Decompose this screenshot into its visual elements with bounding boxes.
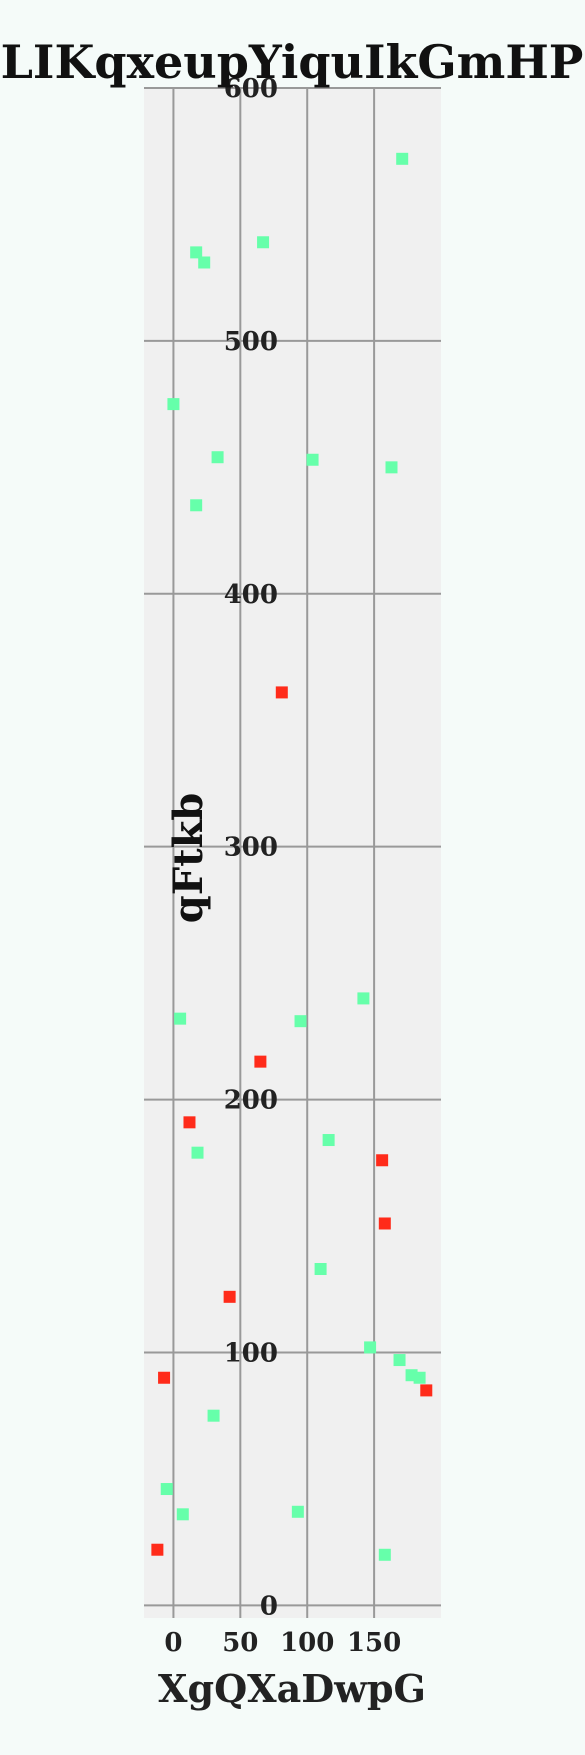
green-point (294, 1015, 307, 1028)
red-point (183, 1116, 196, 1129)
red-point (420, 1384, 433, 1397)
green-point (190, 499, 203, 512)
y-axis-label: qFtkb (165, 793, 212, 924)
y-tick-label: 100 (224, 1338, 278, 1368)
data-points (151, 152, 433, 1561)
x-tick-labels: 0 50 100 150 (164, 1628, 401, 1658)
green-point (190, 246, 203, 259)
green-point (413, 1371, 426, 1384)
green-point (191, 1146, 204, 1159)
x-tick-label: 50 (222, 1628, 258, 1658)
chart-title: LIKqxeupYiquIkGmHP (1, 35, 584, 89)
red-point (223, 1290, 236, 1303)
y-tick-label: 500 (224, 327, 278, 357)
y-tick-label: 200 (224, 1086, 278, 1116)
green-point (160, 1483, 173, 1496)
green-point (364, 1341, 377, 1354)
green-point (167, 398, 180, 411)
y-tick-labels: 0 100 200 300 400 500 600 (224, 74, 278, 1621)
y-tick-label: 400 (224, 580, 278, 610)
x-tick-label: 150 (347, 1628, 401, 1658)
green-point (257, 236, 270, 249)
green-point (207, 1409, 220, 1422)
red-point (378, 1217, 391, 1230)
red-point (254, 1055, 267, 1068)
y-tick-label: 600 (224, 74, 278, 104)
x-tick-label: 100 (280, 1628, 334, 1658)
y-tick-label: 300 (224, 833, 278, 863)
green-point (176, 1508, 189, 1521)
green-point (198, 256, 211, 269)
green-point (211, 451, 224, 464)
green-point (314, 1263, 327, 1276)
red-point (376, 1154, 389, 1167)
green-point (393, 1354, 406, 1367)
red-point (151, 1543, 164, 1556)
x-axis-label: XgQXaDwpG (158, 1666, 426, 1711)
red-point (158, 1371, 171, 1384)
green-point (291, 1505, 304, 1518)
green-point (385, 461, 398, 474)
grid (144, 87, 441, 1618)
y-tick-label: 0 (260, 1591, 278, 1621)
x-tick-label: 0 (164, 1628, 182, 1658)
green-point (322, 1134, 335, 1147)
green-point (357, 992, 370, 1005)
plot-background (144, 88, 441, 1618)
green-point (306, 453, 319, 466)
green-point (378, 1548, 391, 1561)
green-point (174, 1012, 187, 1025)
green-point (396, 152, 409, 165)
red-point (275, 686, 288, 699)
